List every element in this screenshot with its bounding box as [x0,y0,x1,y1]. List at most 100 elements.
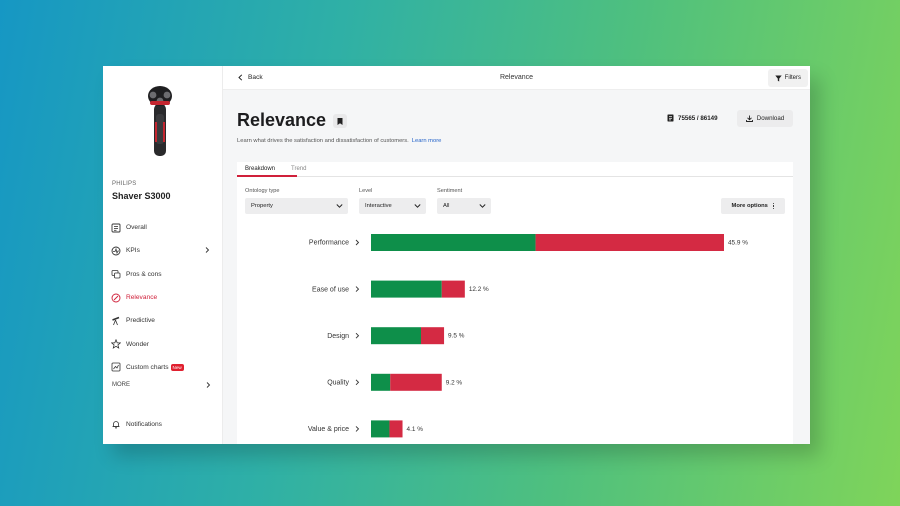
more-options-button[interactable]: More options [721,198,785,214]
sidebar: PHILIPS Shaver S3000 Overall KPIs Pros &… [103,66,223,444]
bell-icon [112,421,120,429]
sidebar-nav: Overall KPIs Pros & cons Relevance Predi… [111,216,215,379]
bookmark-button[interactable] [333,114,347,128]
tab-breakdown[interactable]: Breakdown [245,166,276,172]
tab-trend[interactable]: Trend [291,166,307,172]
sidebar-item-pros-cons[interactable]: Pros & cons [111,263,215,286]
chevron-right-icon [205,247,210,254]
relevance-bar-chart: Performance 45.9 % Ease of use 12.2 % Design… [308,234,748,438]
bar-value-label: 9.2 % [446,379,463,386]
category-label: Quality [327,380,349,387]
sidebar-item-custom-charts[interactable]: Custom charts New [111,356,215,379]
sentiment-label: Sentiment [437,188,463,194]
bar-value-label: 9.5 % [448,333,465,340]
product-name: Shaver S3000 [112,191,171,201]
chevron-down-icon [336,204,343,208]
bar-positive [371,420,390,438]
download-button[interactable]: Download [737,110,793,127]
chevron-right-icon [206,382,211,388]
bar-value-label: 45.9 % [728,240,748,247]
level-select[interactable]: Interactive [359,198,426,214]
sidebar-item-relevance[interactable]: Relevance [111,286,215,309]
download-label: Download [756,115,785,122]
page-subtitle: Learn what drives the satisfaction and d… [237,138,441,144]
app-window: PHILIPS Shaver S3000 Overall KPIs Pros &… [103,66,810,444]
active-tab-indicator [237,175,297,177]
bar-negative [535,234,724,251]
document-icon [667,114,674,122]
sidebar-item-kpis[interactable]: KPIs [111,239,215,262]
sentiment-select[interactable]: All [437,198,491,214]
bar-positive [371,373,391,391]
sidebar-item-label: Overall [126,224,147,232]
sidebar-item-label: KPIs [126,247,140,255]
category-label: Performance [309,240,349,247]
bookmark-icon [337,117,343,125]
kpis-icon [111,246,121,256]
category-label: Ease of use [312,286,349,293]
bar-value-label: 4.1 % [407,426,424,433]
bar-negative [420,327,445,345]
bar-positive [371,280,442,298]
page-title: Relevance [237,110,327,130]
chevron-right-icon [355,379,360,386]
chevron-left-icon [238,74,243,81]
notifications-item[interactable]: Notifications [111,419,162,429]
download-icon [745,115,753,122]
category-label: Value & price [308,426,349,433]
relevance-icon [111,293,121,303]
tab-bar: Breakdown Trend [237,162,793,177]
ontology-type-label: Ontology type [245,188,280,194]
star-icon [111,339,121,349]
bar-value-label: 12.2 % [469,286,489,293]
review-count: 75565 / 86149 [667,114,718,122]
brand-label: PHILIPS [112,181,137,187]
level-value: Interactive [365,203,392,209]
new-badge: New [170,363,184,371]
count-value: 75565 / 86149 [678,114,718,122]
top-bar: Back Relevance Filters [223,66,810,90]
pros-cons-icon [111,269,121,279]
ontology-type-value: Property [251,203,273,209]
bar-positive [371,327,421,345]
chevron-down-icon [479,204,486,208]
filters-button[interactable]: Filters [767,69,808,87]
bar-negative [389,420,403,438]
overall-icon [111,223,121,233]
product-image [148,86,172,156]
more-menu[interactable]: MORE [112,382,216,388]
back-label: Back [248,74,263,81]
learn-more-link[interactable]: Learn more [411,138,442,144]
sidebar-item-label: Wonder [126,340,149,348]
category-label: Design [327,333,349,340]
kebab-icon [772,202,775,210]
ontology-type-select[interactable]: Property [245,198,348,214]
telescope-icon [111,316,121,326]
more-options-label: More options [731,203,768,209]
top-bar-title: Relevance [499,74,534,81]
chevron-right-icon [355,239,360,246]
back-button[interactable]: Back [237,74,263,81]
main-content: Back Relevance Filters Relevance Learn w… [223,66,810,444]
sidebar-item-wonder[interactable]: Wonder [111,332,215,355]
notifications-label: Notifications [126,420,162,428]
sidebar-item-label: Relevance [126,294,158,302]
more-label: MORE [112,382,130,388]
bar-negative [390,373,442,391]
sidebar-item-label: Custom charts [126,363,169,371]
sidebar-item-overall[interactable]: Overall [111,216,215,239]
chevron-right-icon [355,426,360,432]
chevron-right-icon [355,332,360,339]
chevron-right-icon [355,286,360,292]
bar-negative [441,280,465,298]
sentiment-value: All [443,203,450,209]
chevron-down-icon [414,204,421,208]
bar-positive [371,234,536,251]
sidebar-item-predictive[interactable]: Predictive [111,309,215,332]
breakdown-card: Breakdown Trend Ontology type Property L… [237,162,793,444]
filter-icon [774,75,782,81]
sidebar-item-label: Predictive [126,317,155,325]
sidebar-item-label: Pros & cons [126,270,162,278]
filters-label: Filters [784,75,801,81]
subtitle-text: Learn what drives the satisfaction and d… [237,138,409,144]
